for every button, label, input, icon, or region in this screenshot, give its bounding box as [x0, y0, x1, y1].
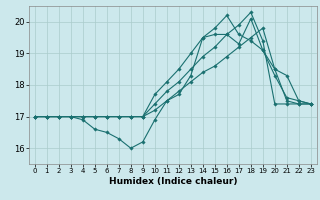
X-axis label: Humidex (Indice chaleur): Humidex (Indice chaleur) — [108, 177, 237, 186]
